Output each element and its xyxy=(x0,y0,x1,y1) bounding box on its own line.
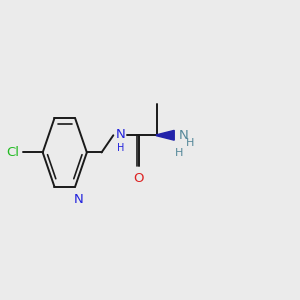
Text: Cl: Cl xyxy=(6,146,19,159)
Text: H: H xyxy=(175,148,184,158)
Text: N: N xyxy=(116,128,125,141)
Text: O: O xyxy=(134,172,144,185)
Polygon shape xyxy=(157,130,174,140)
Text: H: H xyxy=(185,138,194,148)
Text: H: H xyxy=(117,142,124,153)
Text: N: N xyxy=(178,129,188,142)
Text: N: N xyxy=(74,193,84,206)
